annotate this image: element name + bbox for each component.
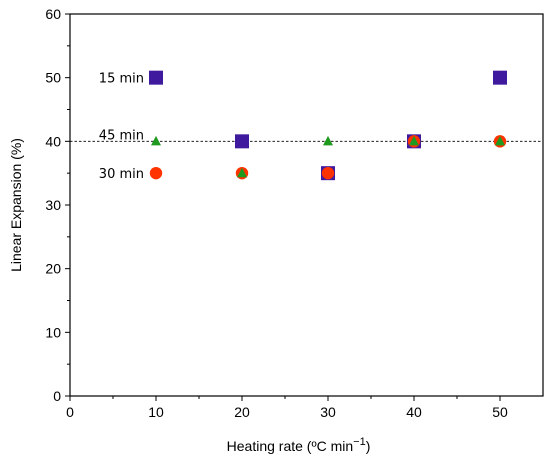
x-axis-title-superscript: −1: [353, 436, 366, 448]
point-45-min-triangle: [237, 167, 247, 178]
y-axis-title: Linear Expansion (%): [8, 138, 24, 272]
y-tick-label: 0: [53, 388, 61, 404]
x-axis-title-main: Heating rate (ºC min: [227, 438, 354, 454]
y-tick-label: 60: [45, 6, 61, 22]
y-tick-label: 40: [45, 133, 61, 149]
x-tick-label: 20: [234, 404, 250, 420]
point-45-min-triangle: [409, 135, 419, 146]
series-annotation: 45 min: [99, 128, 144, 143]
x-tick-label: 30: [320, 404, 336, 420]
x-axis-title-close: ): [366, 438, 371, 454]
point-30-min-circle: [321, 166, 335, 180]
point-30-min-circle: [149, 166, 163, 180]
x-tick-label: 40: [406, 404, 422, 420]
x-tick-label: 10: [148, 404, 164, 420]
point-15-min-square: [493, 70, 507, 85]
annotations: 15 min 45 min 30 min: [99, 72, 144, 183]
data-points: [149, 70, 507, 181]
point-45-min-triangle: [495, 135, 505, 146]
x-tick-label: 50: [492, 404, 508, 420]
y-tick-label: 20: [45, 261, 61, 277]
x-axis-title: Heating rate (ºC min−1): [227, 436, 371, 454]
x-tick-label: 0: [66, 404, 74, 420]
y-tick-label: 10: [45, 324, 61, 340]
axes: 0 10 20 30 40 50 0 10 20 30 40 50 60: [45, 6, 544, 420]
y-tick-label: 50: [45, 70, 61, 86]
y-tick-label: 30: [45, 197, 61, 213]
point-45-min-triangle: [323, 135, 333, 146]
series-annotation: 30 min: [99, 167, 144, 182]
point-15-min-square: [149, 70, 163, 85]
point-15-min-square: [235, 134, 249, 149]
series-annotation: 15 min: [99, 72, 144, 87]
point-45-min-triangle: [151, 135, 161, 146]
